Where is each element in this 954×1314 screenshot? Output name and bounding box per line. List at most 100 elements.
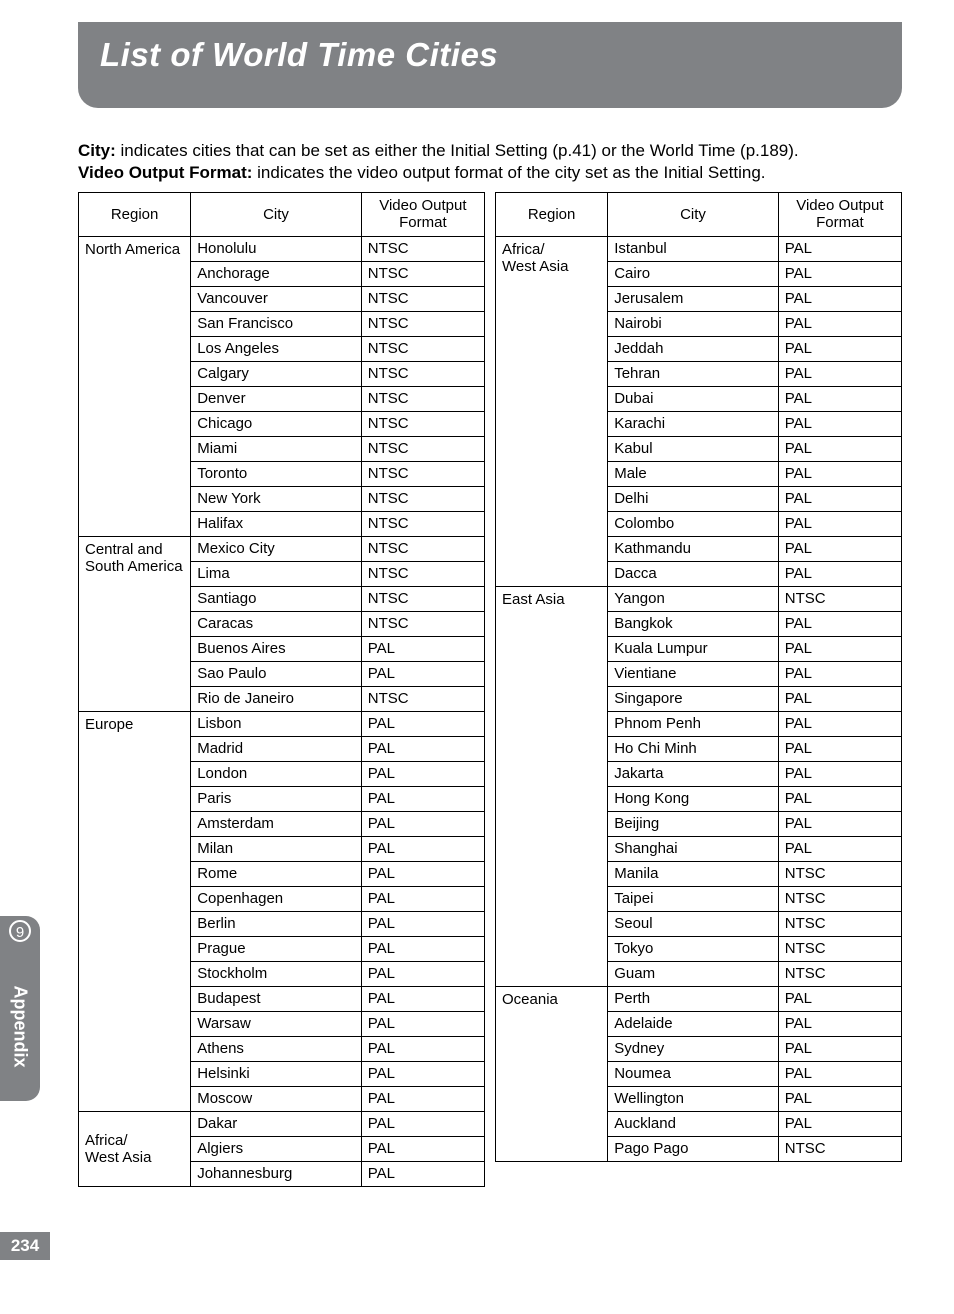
vof-cell: PAL xyxy=(778,361,901,386)
region-cell: East Asia xyxy=(496,586,608,986)
city-cell: Budapest xyxy=(191,986,362,1011)
city-cell: Calgary xyxy=(191,361,362,386)
vof-cell: PAL xyxy=(778,261,901,286)
city-cell: Copenhagen xyxy=(191,886,362,911)
table-row: East AsiaYangonNTSC xyxy=(496,586,902,611)
col-header-region: Region xyxy=(496,193,608,237)
city-cell: Paris xyxy=(191,786,362,811)
vof-cell: NTSC xyxy=(361,536,484,561)
vof-cell: NTSC xyxy=(778,861,901,886)
vof-cell: NTSC xyxy=(361,336,484,361)
left-table-wrap: RegionCityVideo OutputFormatNorth Americ… xyxy=(78,192,485,1187)
city-cell: Pago Pago xyxy=(608,1136,779,1161)
vof-cell: NTSC xyxy=(361,561,484,586)
vof-cell: PAL xyxy=(778,436,901,461)
cities-table-left: RegionCityVideo OutputFormatNorth Americ… xyxy=(78,192,485,1187)
city-cell: Manila xyxy=(608,861,779,886)
vof-cell: PAL xyxy=(361,711,484,736)
city-cell: Nairobi xyxy=(608,311,779,336)
city-cell: Bangkok xyxy=(608,611,779,636)
vof-cell: PAL xyxy=(778,736,901,761)
city-cell: Sao Paulo xyxy=(191,661,362,686)
vof-cell: PAL xyxy=(778,1011,901,1036)
vof-cell: PAL xyxy=(778,236,901,261)
city-cell: Seoul xyxy=(608,911,779,936)
city-cell: Caracas xyxy=(191,611,362,636)
intro-vof-label: Video Output Format: xyxy=(78,163,252,182)
tables-container: RegionCityVideo OutputFormatNorth Americ… xyxy=(78,192,902,1187)
city-cell: Lisbon xyxy=(191,711,362,736)
vof-cell: PAL xyxy=(361,736,484,761)
vof-cell: PAL xyxy=(778,986,901,1011)
vof-cell: PAL xyxy=(778,1086,901,1111)
vof-cell: NTSC xyxy=(361,411,484,436)
city-cell: Delhi xyxy=(608,486,779,511)
city-cell: Perth xyxy=(608,986,779,1011)
vof-cell: NTSC xyxy=(778,1136,901,1161)
vof-cell: PAL xyxy=(361,886,484,911)
city-cell: Vientiane xyxy=(608,661,779,686)
vof-cell: NTSC xyxy=(361,686,484,711)
vof-cell: PAL xyxy=(361,986,484,1011)
city-cell: Milan xyxy=(191,836,362,861)
region-cell: Central and South America xyxy=(79,536,191,711)
city-cell: Yangon xyxy=(608,586,779,611)
city-cell: Karachi xyxy=(608,411,779,436)
city-cell: Madrid xyxy=(191,736,362,761)
table-row: Africa/West AsiaIstanbulPAL xyxy=(496,236,902,261)
vof-cell: PAL xyxy=(778,1036,901,1061)
vof-cell: NTSC xyxy=(361,486,484,511)
table-row: Africa/West AsiaDakarPAL xyxy=(79,1111,485,1136)
city-cell: Los Angeles xyxy=(191,336,362,361)
city-cell: Honolulu xyxy=(191,236,362,261)
vof-cell: PAL xyxy=(778,636,901,661)
page-number: 234 xyxy=(0,1232,50,1260)
vof-cell: PAL xyxy=(778,686,901,711)
city-cell: Colombo xyxy=(608,511,779,536)
table-row: Central and South AmericaMexico CityNTSC xyxy=(79,536,485,561)
city-cell: Kathmandu xyxy=(608,536,779,561)
city-cell: Mexico City xyxy=(191,536,362,561)
vof-cell: PAL xyxy=(778,786,901,811)
vof-cell: PAL xyxy=(361,761,484,786)
vof-cell: PAL xyxy=(361,1136,484,1161)
city-cell: Rome xyxy=(191,861,362,886)
vof-cell: PAL xyxy=(778,836,901,861)
city-cell: Adelaide xyxy=(608,1011,779,1036)
city-cell: Miami xyxy=(191,436,362,461)
col-header-vof: Video OutputFormat xyxy=(361,193,484,237)
vof-cell: PAL xyxy=(361,861,484,886)
vof-cell: NTSC xyxy=(361,511,484,536)
city-cell: Lima xyxy=(191,561,362,586)
table-row: OceaniaPerthPAL xyxy=(496,986,902,1011)
city-cell: Jerusalem xyxy=(608,286,779,311)
intro-city-label: City: xyxy=(78,141,116,160)
vof-cell: PAL xyxy=(778,286,901,311)
city-cell: Warsaw xyxy=(191,1011,362,1036)
region-cell: Africa/West Asia xyxy=(496,236,608,586)
city-cell: Vancouver xyxy=(191,286,362,311)
vof-cell: PAL xyxy=(361,911,484,936)
city-cell: Taipei xyxy=(608,886,779,911)
vof-cell: NTSC xyxy=(361,361,484,386)
city-cell: Santiago xyxy=(191,586,362,611)
city-cell: Dubai xyxy=(608,386,779,411)
vof-cell: PAL xyxy=(778,611,901,636)
city-cell: Halifax xyxy=(191,511,362,536)
vof-cell: PAL xyxy=(778,311,901,336)
city-cell: Sydney xyxy=(608,1036,779,1061)
vof-cell: PAL xyxy=(778,1111,901,1136)
vof-cell: PAL xyxy=(361,1061,484,1086)
vof-cell: PAL xyxy=(778,561,901,586)
vof-cell: PAL xyxy=(778,811,901,836)
vof-cell: PAL xyxy=(361,1036,484,1061)
table-row: North AmericaHonoluluNTSC xyxy=(79,236,485,261)
city-cell: San Francisco xyxy=(191,311,362,336)
city-cell: Istanbul xyxy=(608,236,779,261)
vof-cell: PAL xyxy=(778,411,901,436)
city-cell: Buenos Aires xyxy=(191,636,362,661)
appendix-tab: 9 Appendix xyxy=(0,916,40,1101)
vof-cell: PAL xyxy=(361,811,484,836)
city-cell: Jakarta xyxy=(608,761,779,786)
page-title-banner: List of World Time Cities xyxy=(78,22,902,108)
